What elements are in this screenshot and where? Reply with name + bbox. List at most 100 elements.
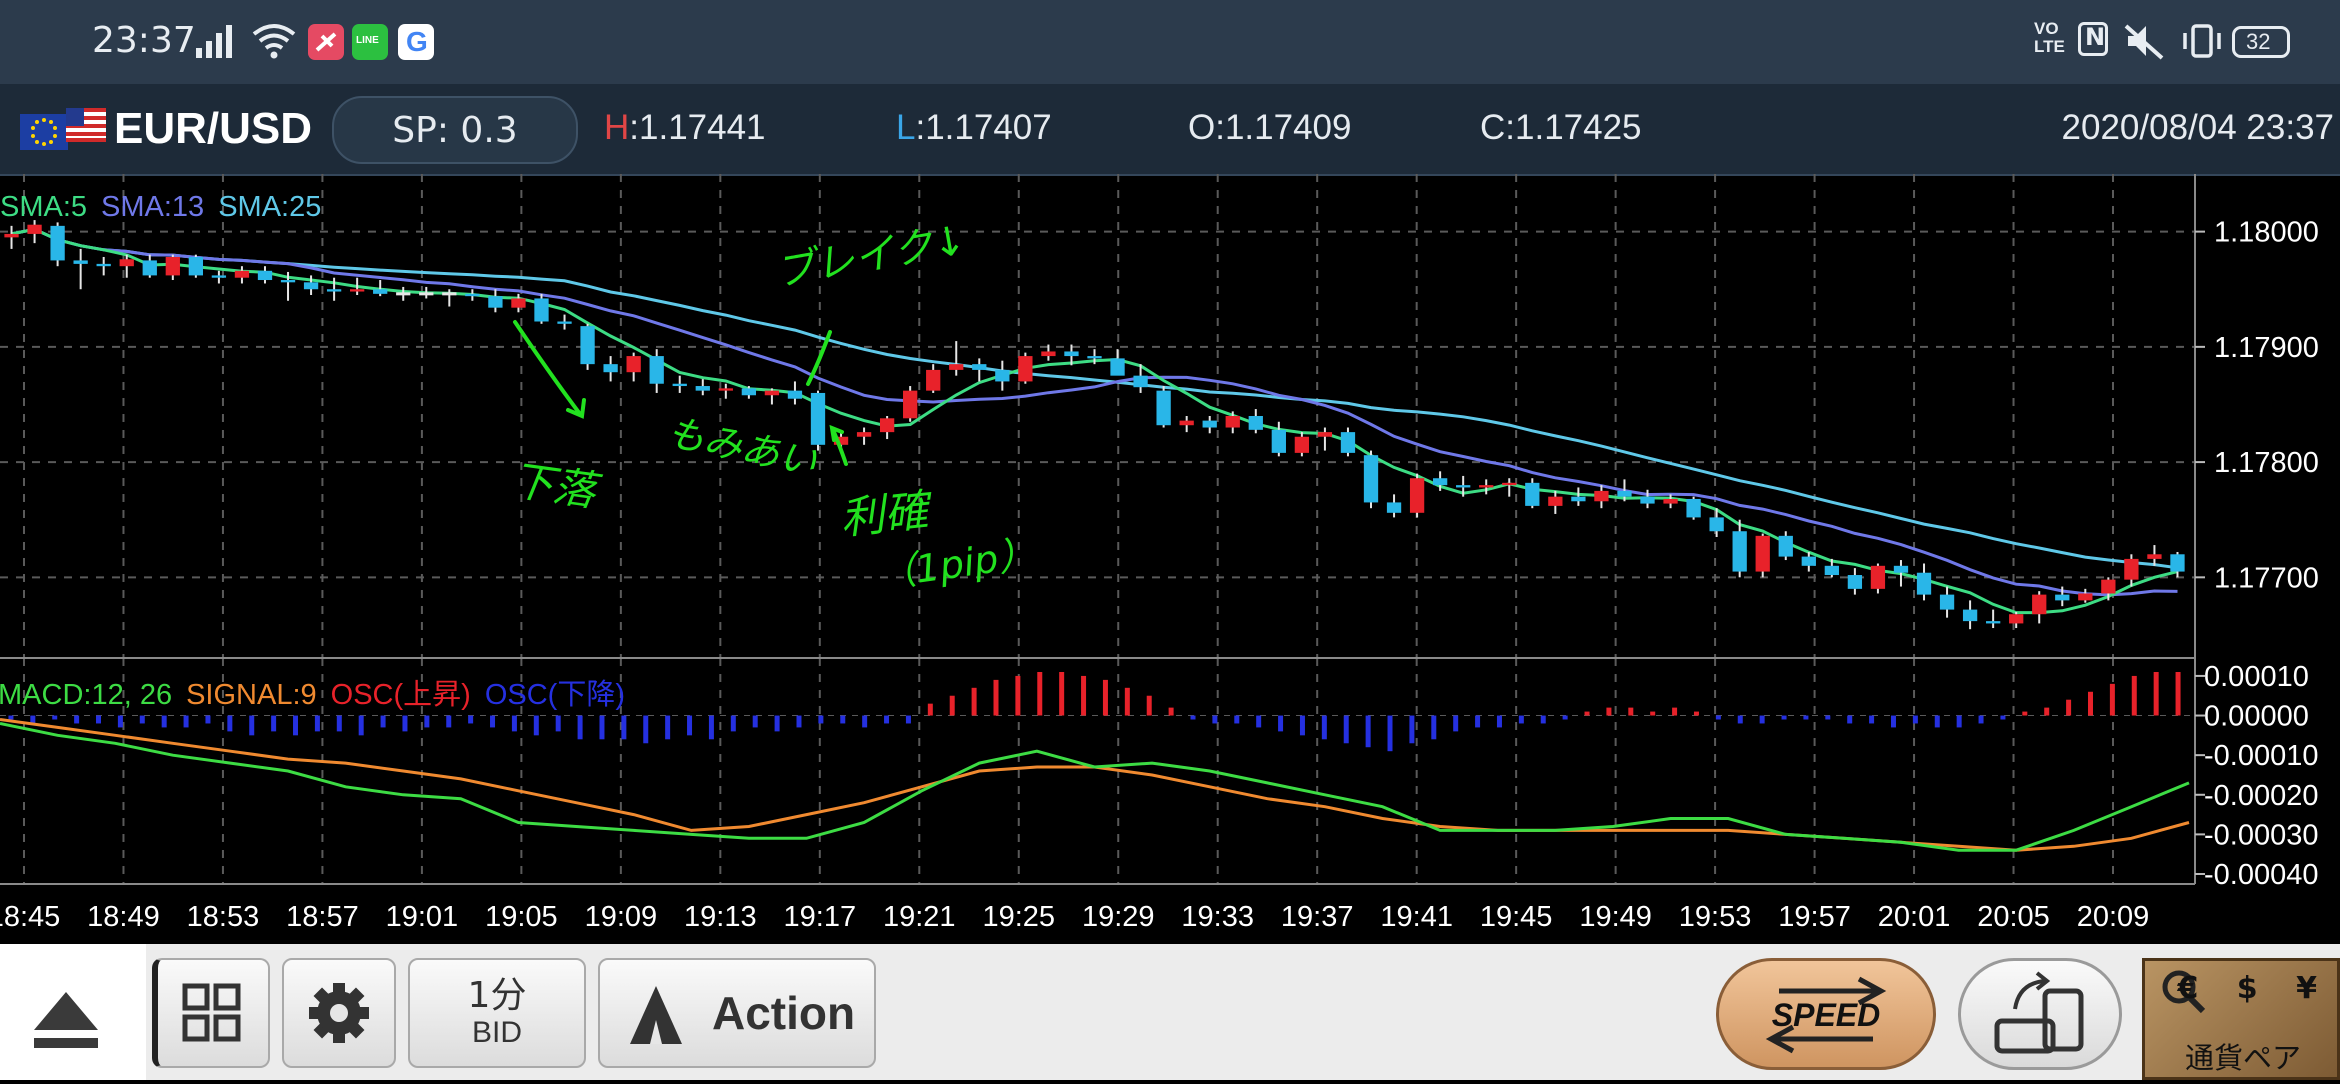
candle-down <box>280 280 296 283</box>
candle-down <box>1617 490 1632 497</box>
currency-flags-icon[interactable] <box>20 108 106 152</box>
time-tick-label: 19:09 <box>585 901 658 933</box>
spread-badge: SP: 0.3 <box>332 96 578 164</box>
macd-legend-label: MACD:12, 26 <box>0 679 172 711</box>
price-grid <box>0 174 2195 658</box>
candle-down <box>73 260 88 264</box>
candle-down <box>1985 621 2001 624</box>
gear-icon <box>309 983 369 1043</box>
time-tick-label: 20:05 <box>1977 901 2050 933</box>
sma5-line <box>11 227 2178 615</box>
grid-icon <box>182 983 241 1042</box>
annotation-break: ブレイク↓ <box>772 217 970 296</box>
time-tick-label: 19:53 <box>1679 901 1752 933</box>
candle-up <box>1755 535 1770 572</box>
candle-up <box>718 388 733 391</box>
candle-down <box>1110 358 1125 376</box>
layout-button[interactable] <box>152 958 270 1068</box>
candle-up <box>1870 565 1886 589</box>
candle-down <box>1363 455 1379 503</box>
candle-down <box>303 282 319 290</box>
candle-up <box>1225 416 1240 428</box>
currency-pair-label: 通貨ペア <box>2185 1041 2302 1075</box>
price-type-label: BID <box>471 1016 522 1049</box>
signal-legend: SIGNAL:9 <box>186 679 317 711</box>
eject-icon <box>34 992 98 1048</box>
candle-down <box>741 388 757 396</box>
sma13-line <box>11 227 2178 597</box>
nfc-icon: N <box>2078 22 2108 56</box>
candle-down <box>1709 517 1724 532</box>
candle-down <box>972 364 987 370</box>
candle-down <box>1525 482 1540 506</box>
handwritten-annotations <box>513 320 848 466</box>
settings-button[interactable] <box>282 958 396 1068</box>
candle-down <box>1087 356 1102 359</box>
candle-up <box>1041 351 1056 357</box>
rotate-screen-icon <box>1994 971 2084 1054</box>
annotation-take-profit: 利確 <box>838 484 937 545</box>
macd-tick-label: 0.00010 <box>2204 661 2309 693</box>
annotation-texts: 下落 もみあい ブレイク↓ 利確 （1pip） <box>509 217 1039 597</box>
time-tick-label: 19:21 <box>883 901 956 933</box>
time-tick-label: 19:01 <box>386 901 459 933</box>
candle-down <box>603 364 618 373</box>
candle-down <box>580 326 595 365</box>
action-button[interactable]: Action <box>598 958 876 1068</box>
candle-up <box>27 224 42 234</box>
annotation-crawl: もみあい <box>663 410 821 485</box>
collapse-button[interactable] <box>0 944 146 1080</box>
candle-up <box>949 364 964 370</box>
action-triangle-icon <box>630 986 682 1044</box>
time-tick-label: 19:49 <box>1579 901 1652 933</box>
time-tick-label: 19:45 <box>1480 901 1553 933</box>
price-tick-label: 1.18000 <box>2214 217 2319 249</box>
time-tick-label: 19:41 <box>1380 901 1453 933</box>
timeframe-label: 1分 <box>467 975 527 1016</box>
action-label: Action <box>712 987 856 1039</box>
candle-down <box>1133 375 1148 388</box>
candle-down <box>257 270 273 281</box>
candle-down <box>695 386 710 391</box>
timeframe-button[interactable]: 1分 BID <box>408 958 586 1068</box>
sma25-legend: SMA:25 <box>218 191 321 223</box>
candle-up <box>1409 478 1425 513</box>
candle-down <box>465 293 480 297</box>
battery-icon: 32 <box>2232 26 2290 58</box>
candle-up <box>234 270 250 278</box>
candle-down <box>1686 498 1701 518</box>
mute-icon <box>2124 24 2164 60</box>
candle-down <box>1640 496 1655 504</box>
high-price: H:1.17441 <box>604 108 766 147</box>
time-tick-label: 19:33 <box>1181 901 1254 933</box>
time-tick-label: 18:45 <box>0 901 60 933</box>
candle-down <box>1248 416 1263 430</box>
candle-down <box>1456 485 1471 488</box>
time-tick-label: 19:05 <box>485 901 558 933</box>
candle-up <box>4 233 19 238</box>
drop-arrow <box>513 320 582 416</box>
rotate-screen-button[interactable] <box>1958 958 2122 1070</box>
vibrate-icon <box>2183 24 2221 58</box>
time-tick-label: 19:25 <box>982 901 1055 933</box>
candle-up <box>1663 498 1678 504</box>
speed-button[interactable]: SPEED <box>1716 958 1936 1070</box>
candle-down <box>211 275 227 278</box>
candle-up <box>1294 436 1310 453</box>
speed-label: SPEED <box>1771 997 1881 1033</box>
sma-lines <box>11 227 2178 615</box>
candle-up <box>2124 558 2139 580</box>
close-price: C:1.17425 <box>1480 108 1642 147</box>
annotation-pips: （1pip） <box>875 531 1039 597</box>
time-tick-label: 20:01 <box>1878 901 1951 933</box>
currency-pair[interactable]: EUR/USD <box>114 104 313 153</box>
candle-down <box>1571 496 1586 502</box>
macd-axis-labels: 0.00010 0.00000 -0.00010 -0.00020 -0.00030 -0… <box>2195 661 2319 891</box>
candle-down <box>810 392 826 445</box>
spread-value: SP: 0.3 <box>392 110 518 151</box>
candle-up <box>2147 554 2162 559</box>
time-tick-label: 18:49 <box>87 901 160 933</box>
currency-pair-button[interactable]: € $ ¥ 通貨ペア <box>2142 958 2340 1080</box>
candle-down <box>1340 432 1356 453</box>
